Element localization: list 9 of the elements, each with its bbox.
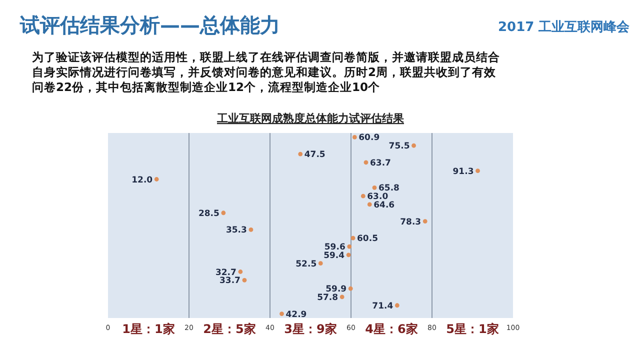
annotation: 1星：1家 — [122, 322, 175, 336]
annotation: 5星：1家 — [446, 322, 499, 336]
subtitle: 为了验证该评估模型的适用性，联盟上线了在线评估调查问卷简版，并邀请联盟成员结合自身实际情况进行问卷填写，并反馈对问卷的意见和建议。历时2周，联盟共收到了有效问卷22份，其中包括离散型制造企业12个，流程型制造企业10个 — [32, 50, 501, 95]
annotation: 2017 工业互联网峰会 — [498, 19, 630, 36]
annotation: 工业互联网成熟度总体能力试评估结果 — [217, 112, 404, 125]
annotation: 2星：5家 — [203, 322, 256, 336]
annotation: 4星：6家 — [365, 322, 418, 336]
title: 试评估结果分析——总体能力 — [20, 12, 280, 39]
annotation: 3星：9家 — [284, 322, 337, 336]
